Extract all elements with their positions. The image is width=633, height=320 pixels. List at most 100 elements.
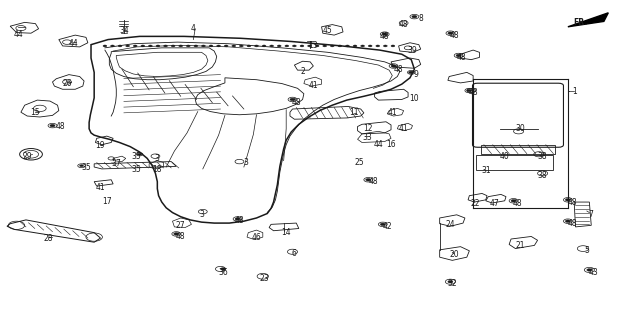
Circle shape bbox=[103, 45, 107, 47]
Circle shape bbox=[315, 45, 319, 47]
Circle shape bbox=[239, 45, 243, 47]
Circle shape bbox=[224, 45, 228, 47]
Text: 6: 6 bbox=[292, 250, 297, 259]
Text: FR.: FR. bbox=[573, 18, 587, 27]
Text: 29: 29 bbox=[22, 152, 32, 161]
Text: 48: 48 bbox=[176, 232, 185, 241]
Text: 15: 15 bbox=[30, 108, 41, 117]
Circle shape bbox=[149, 45, 153, 47]
Circle shape bbox=[179, 45, 182, 47]
Polygon shape bbox=[568, 13, 608, 27]
Circle shape bbox=[292, 45, 296, 47]
Circle shape bbox=[141, 45, 145, 47]
Text: 48: 48 bbox=[513, 198, 522, 207]
Text: 48: 48 bbox=[56, 122, 65, 131]
Text: 1: 1 bbox=[572, 87, 577, 96]
Circle shape bbox=[126, 45, 130, 47]
Text: 41: 41 bbox=[96, 183, 105, 192]
Circle shape bbox=[511, 199, 516, 202]
Circle shape bbox=[587, 269, 592, 271]
Text: 48: 48 bbox=[380, 32, 389, 41]
Circle shape bbox=[330, 45, 334, 47]
Circle shape bbox=[254, 45, 258, 47]
Text: 38: 38 bbox=[538, 171, 548, 180]
Text: 36: 36 bbox=[218, 268, 228, 277]
Text: 48: 48 bbox=[457, 53, 467, 62]
Text: 40: 40 bbox=[500, 152, 510, 161]
Circle shape bbox=[366, 179, 371, 181]
Circle shape bbox=[209, 45, 213, 47]
Text: 41: 41 bbox=[387, 108, 397, 117]
Text: 19: 19 bbox=[96, 141, 105, 150]
Text: 35: 35 bbox=[132, 152, 141, 161]
Text: 27: 27 bbox=[176, 221, 185, 230]
Text: 24: 24 bbox=[446, 220, 455, 229]
Circle shape bbox=[172, 45, 175, 47]
Circle shape bbox=[194, 45, 197, 47]
Text: 4: 4 bbox=[191, 24, 196, 33]
Text: 11: 11 bbox=[349, 108, 359, 117]
Circle shape bbox=[50, 124, 55, 127]
Text: 13: 13 bbox=[308, 41, 318, 51]
Text: 7: 7 bbox=[589, 210, 594, 219]
Text: 42: 42 bbox=[382, 222, 392, 231]
Text: 48: 48 bbox=[449, 31, 459, 40]
Circle shape bbox=[262, 45, 266, 47]
Text: 31: 31 bbox=[481, 166, 491, 175]
Text: 45: 45 bbox=[323, 27, 333, 36]
Text: 16: 16 bbox=[386, 140, 396, 149]
Circle shape bbox=[235, 218, 240, 220]
Text: 48: 48 bbox=[399, 20, 408, 29]
Circle shape bbox=[467, 89, 472, 92]
Text: 32: 32 bbox=[448, 279, 457, 288]
Text: 35: 35 bbox=[81, 164, 91, 172]
Circle shape bbox=[285, 45, 289, 47]
Text: 48: 48 bbox=[568, 219, 577, 228]
Text: 28: 28 bbox=[43, 234, 53, 243]
Text: 37: 37 bbox=[111, 159, 121, 168]
Text: 3: 3 bbox=[155, 154, 160, 163]
Text: 22: 22 bbox=[471, 198, 480, 207]
Circle shape bbox=[412, 15, 417, 18]
Text: 34: 34 bbox=[119, 27, 128, 36]
Text: 39: 39 bbox=[408, 45, 417, 55]
Circle shape bbox=[247, 45, 251, 47]
Circle shape bbox=[118, 45, 122, 47]
Text: 44: 44 bbox=[68, 39, 78, 48]
Circle shape bbox=[156, 45, 160, 47]
Text: 41: 41 bbox=[399, 124, 408, 133]
Text: 48: 48 bbox=[394, 65, 403, 74]
Circle shape bbox=[111, 45, 115, 47]
Circle shape bbox=[456, 54, 461, 57]
Text: 48: 48 bbox=[291, 98, 301, 107]
Circle shape bbox=[138, 153, 142, 155]
Text: 17: 17 bbox=[102, 197, 111, 206]
Text: 35: 35 bbox=[132, 165, 141, 174]
Circle shape bbox=[164, 45, 168, 47]
Text: 18: 18 bbox=[153, 165, 162, 174]
Circle shape bbox=[80, 165, 84, 167]
Circle shape bbox=[300, 45, 304, 47]
Text: 48: 48 bbox=[235, 216, 244, 225]
Text: 21: 21 bbox=[515, 241, 525, 250]
Text: 26: 26 bbox=[62, 79, 72, 88]
Circle shape bbox=[409, 71, 414, 74]
Circle shape bbox=[448, 32, 453, 35]
Text: 47: 47 bbox=[490, 198, 499, 207]
Text: 23: 23 bbox=[260, 274, 270, 283]
Circle shape bbox=[216, 45, 220, 47]
Text: 5: 5 bbox=[584, 246, 589, 255]
Circle shape bbox=[220, 268, 225, 270]
Text: 41: 41 bbox=[308, 81, 318, 90]
Text: 3: 3 bbox=[199, 210, 204, 219]
Text: 33: 33 bbox=[362, 132, 372, 141]
Circle shape bbox=[270, 45, 273, 47]
Circle shape bbox=[448, 280, 453, 283]
Circle shape bbox=[382, 33, 387, 36]
Circle shape bbox=[186, 45, 190, 47]
Text: 48: 48 bbox=[468, 88, 478, 97]
Text: 2: 2 bbox=[300, 67, 305, 76]
Text: 46: 46 bbox=[252, 233, 261, 242]
Circle shape bbox=[346, 45, 349, 47]
Circle shape bbox=[201, 45, 205, 47]
